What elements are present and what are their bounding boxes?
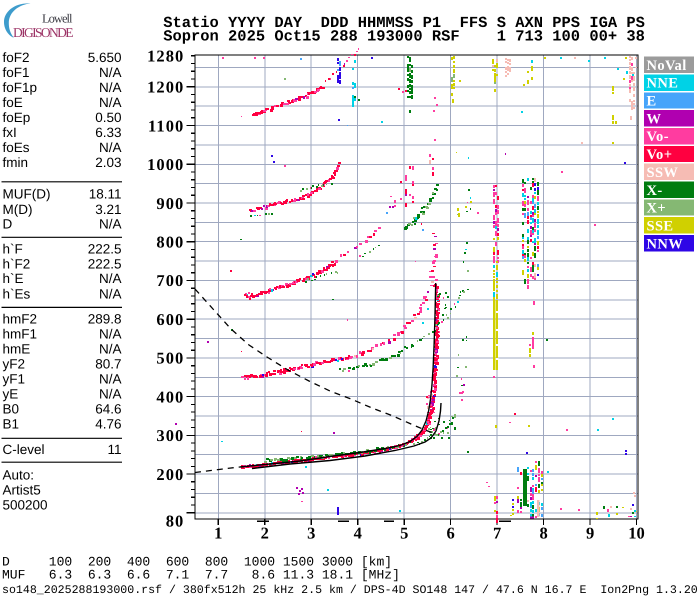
svg-text:N/A: N/A — [99, 286, 122, 301]
svg-text:h`E: h`E — [3, 271, 24, 286]
svg-text:3.21: 3.21 — [95, 202, 121, 217]
svg-text:289.8: 289.8 — [88, 312, 122, 327]
svg-text:DIGISONDE: DIGISONDE — [13, 25, 74, 40]
svg-text:222.5: 222.5 — [88, 241, 122, 256]
svg-text:D 100 200 400 600 800: D 100 200 400 600 800 1000 1500 3000 [km… — [2, 555, 392, 570]
svg-text:N/A: N/A — [99, 95, 122, 110]
svg-text:300: 300 — [156, 426, 184, 445]
svg-text:2: 2 — [261, 523, 269, 542]
svg-text:hmE: hmE — [3, 342, 31, 357]
svg-text:SSE: SSE — [647, 218, 674, 234]
svg-text:6: 6 — [446, 523, 454, 542]
svg-text:11: 11 — [107, 442, 121, 457]
svg-text:fmin: fmin — [3, 155, 29, 170]
svg-text:4: 4 — [354, 523, 362, 542]
svg-text:yE: yE — [3, 387, 19, 402]
svg-text:222.5: 222.5 — [88, 256, 122, 271]
svg-text:foE: foE — [3, 95, 23, 110]
svg-text:N/A: N/A — [99, 387, 122, 402]
svg-text:so148_2025288193000.rsf / 380f: so148_2025288193000.rsf / 380fx512h 25 k… — [2, 584, 698, 597]
svg-text:hmF1: hmF1 — [3, 327, 38, 342]
svg-text:Sopron 2025 Oct15 288 193000 R: Sopron 2025 Oct15 288 193000 RSF 1 713 1… — [163, 28, 645, 46]
svg-text:64.6: 64.6 — [95, 402, 121, 417]
svg-text:N/A: N/A — [99, 327, 122, 342]
svg-text:Statio YYYY DAY DDD HHMMSS P1: Statio YYYY DAY DDD HHMMSS P1 FFS S AXN … — [163, 14, 645, 32]
svg-text:1200: 1200 — [147, 78, 184, 97]
svg-text:80: 80 — [166, 511, 185, 530]
svg-text:600: 600 — [156, 310, 184, 329]
svg-text:5.650: 5.650 — [88, 50, 122, 65]
svg-text:Artist5: Artist5 — [3, 483, 41, 498]
svg-text:18.11: 18.11 — [89, 187, 122, 202]
svg-text:4.76: 4.76 — [95, 417, 121, 432]
svg-text:80.7: 80.7 — [95, 357, 121, 372]
svg-text:MUF(D): MUF(D) — [3, 187, 51, 202]
svg-text:E: E — [647, 94, 657, 110]
svg-text:N/A: N/A — [99, 140, 122, 155]
svg-text:N/A: N/A — [99, 65, 122, 80]
svg-text:5: 5 — [400, 523, 408, 542]
svg-text:Auto:: Auto: — [3, 468, 35, 483]
svg-text:foEs: foEs — [3, 140, 30, 155]
svg-text:NNE: NNE — [647, 76, 679, 92]
svg-text:SSW: SSW — [647, 165, 679, 181]
svg-text:Vo+: Vo+ — [647, 147, 673, 163]
svg-text:NNW: NNW — [647, 236, 684, 252]
svg-text:foF2: foF2 — [3, 50, 30, 65]
svg-text:B0: B0 — [3, 402, 20, 417]
svg-text:N/A: N/A — [99, 372, 122, 387]
svg-text:N/A: N/A — [99, 271, 122, 286]
svg-text:3: 3 — [307, 523, 315, 542]
svg-text:0.50: 0.50 — [95, 110, 121, 125]
svg-text:900: 900 — [156, 194, 184, 213]
svg-text:foEp: foEp — [3, 110, 31, 125]
svg-text:8: 8 — [539, 523, 547, 542]
svg-text:800: 800 — [156, 233, 184, 252]
svg-text:400: 400 — [156, 387, 184, 406]
svg-text:1100: 1100 — [148, 116, 184, 135]
svg-text:h`F: h`F — [3, 241, 23, 256]
svg-text:D: D — [3, 217, 13, 232]
svg-text:Vo-: Vo- — [647, 129, 669, 145]
svg-text:h`Es: h`Es — [3, 286, 31, 301]
svg-text:500200: 500200 — [3, 498, 48, 513]
svg-text:W: W — [647, 111, 662, 127]
svg-text:X+: X+ — [647, 201, 667, 217]
svg-text:200: 200 — [156, 465, 184, 484]
svg-text:N/A: N/A — [99, 342, 122, 357]
svg-text:X-: X- — [647, 183, 663, 199]
svg-text:M(D): M(D) — [3, 202, 33, 217]
svg-text:yF2: yF2 — [3, 357, 26, 372]
svg-text:1: 1 — [214, 523, 222, 542]
svg-text:foF1: foF1 — [3, 65, 30, 80]
svg-text:1000: 1000 — [147, 155, 184, 174]
svg-text:N/A: N/A — [99, 217, 122, 232]
svg-text:hmF2: hmF2 — [3, 312, 38, 327]
svg-text:yF1: yF1 — [3, 372, 26, 387]
svg-text:MUF 6.3 6.3 6.6 7.1 7.7: MUF 6.3 6.3 6.6 7.1 7.7 8.6 11.3 18.1 [M… — [2, 568, 400, 583]
svg-text:h`F2: h`F2 — [3, 256, 31, 271]
svg-text:C-level: C-level — [3, 442, 45, 457]
svg-text:6.33: 6.33 — [95, 125, 121, 140]
svg-text:fxI: fxI — [3, 125, 17, 140]
svg-text:foF1p: foF1p — [3, 80, 38, 95]
svg-text:9: 9 — [586, 523, 594, 542]
svg-text:2.03: 2.03 — [95, 155, 121, 170]
svg-text:500: 500 — [156, 349, 184, 368]
svg-text:B1: B1 — [3, 417, 20, 432]
svg-text:700: 700 — [156, 271, 184, 290]
svg-text:7: 7 — [493, 523, 501, 542]
svg-text:NoVal: NoVal — [647, 58, 687, 74]
svg-text:Lowell: Lowell — [42, 12, 73, 26]
svg-text:1280: 1280 — [147, 47, 184, 66]
svg-text:N/A: N/A — [99, 80, 122, 95]
svg-text:10: 10 — [628, 523, 645, 542]
